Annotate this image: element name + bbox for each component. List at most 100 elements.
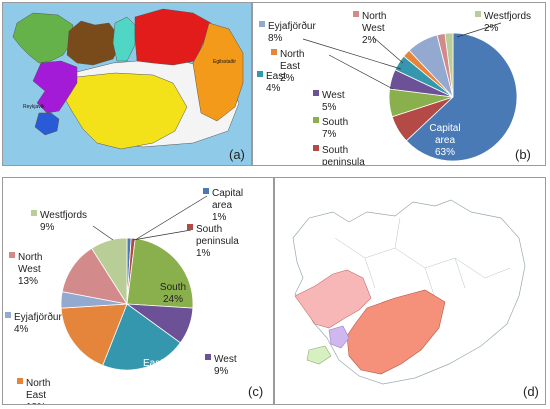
data-label-name: West [214, 354, 237, 365]
legend-swatch [31, 210, 37, 216]
data-label-name: area [212, 200, 232, 211]
data-label-value: 24% [163, 294, 183, 305]
data-label-name: South [322, 145, 348, 156]
legend-swatch [9, 252, 15, 258]
panel-a-region-map: Reykjavík Egilsstaðir (a) [2, 2, 252, 166]
data-label-name: South [196, 224, 222, 235]
data-label-value: 63% [435, 147, 455, 158]
legend-swatch [5, 312, 11, 318]
leader-line [328, 54, 394, 90]
panel-b-pie-chart: Capitalarea63%Southpeninsula7%South7%Wes… [252, 2, 546, 180]
region-map: Reykjavík Egilsstaðir [3, 3, 251, 165]
highlight-map [292, 199, 526, 385]
data-label-name: peninsula [322, 157, 365, 165]
data-label-value: 7% [322, 129, 337, 140]
data-label-value: 5% [322, 102, 337, 113]
leader-line [456, 22, 502, 38]
data-label-name: North [280, 49, 304, 60]
legend-swatch [205, 354, 211, 360]
data-label-value: 4% [266, 83, 281, 94]
data-label-name: North [362, 11, 386, 22]
data-label-name: peninsula [196, 236, 239, 247]
legend-swatch [187, 224, 193, 230]
pie-slice-westfjords [91, 237, 128, 306]
legend-swatch [353, 11, 359, 17]
data-label-value: 2% [484, 23, 499, 34]
panel-d-highlight-map: (d) [274, 177, 546, 405]
data-label-name: Capital [429, 123, 460, 134]
legend-swatch [17, 378, 23, 384]
fjord-lines [334, 217, 511, 299]
data-label-name: East [143, 358, 163, 369]
data-label-name: South [160, 282, 186, 293]
data-label-name: East [266, 71, 286, 82]
data-label-name: East [26, 390, 46, 401]
legend-swatch [313, 117, 319, 123]
legend-swatch [313, 90, 319, 96]
region-westfjords [12, 12, 74, 64]
panel-c-pie-chart: Capital area 1% South peninsula 1% South 24% Wes… [2, 177, 274, 409]
data-label-name: Eyjafjörður [14, 311, 62, 323]
legend-swatch [257, 71, 263, 77]
pie-slice-east [102, 303, 181, 371]
leader-line [92, 225, 114, 241]
data-label-value: 4% [14, 324, 29, 335]
legend-swatch [475, 11, 481, 17]
data-label-name: North [18, 252, 42, 263]
legend-swatch [259, 21, 265, 27]
data-label-name: Eyjafjörður [268, 20, 316, 32]
data-label-name: East [280, 61, 300, 72]
panel-label: (d) [523, 384, 539, 399]
panel-label: (b) [515, 147, 531, 162]
pie-slice-westfjords [444, 32, 454, 98]
pie-chart-b: Capitalarea63%Southpeninsula7%South7%Wes… [257, 11, 531, 180]
data-label-value: 18% [26, 402, 46, 404]
city-label: Reykjavík [23, 104, 45, 110]
data-label-value: 13% [18, 276, 38, 287]
highlight-west [294, 269, 372, 329]
leader-line [372, 36, 404, 64]
region-eyjafjordur [112, 16, 136, 62]
legend-swatch [203, 188, 209, 194]
panel-label: (c) [248, 384, 264, 399]
legend-swatch [313, 145, 319, 151]
data-label-value: 1% [196, 248, 211, 259]
pie-slice-capital-area [405, 32, 518, 162]
data-label-name: Westfjords [40, 210, 87, 221]
data-label-south-peninsula: Southpeninsula7% [313, 145, 365, 180]
region-west [32, 60, 78, 114]
pie-chart-c: Capitalarea1%Southpeninsula1%South24%Wes… [5, 188, 243, 409]
data-label-name: South [322, 117, 348, 128]
data-label-name: Westfjords [484, 11, 531, 22]
data-label-name: West [18, 264, 41, 275]
data-label-value: 1% [212, 212, 227, 223]
data-label-value: 8% [268, 33, 283, 44]
legend-swatch [271, 49, 277, 55]
leader-line [132, 229, 192, 241]
data-label-value: 21% [143, 370, 163, 381]
data-label-name: Capital [212, 188, 243, 199]
data-label-name: North [26, 378, 50, 389]
data-label-north-east: NorthEast18% [17, 378, 50, 409]
leader-line [302, 38, 402, 70]
data-label-value: 9% [40, 222, 55, 233]
city-label: Egilsstaðir [213, 58, 236, 65]
data-label-name: West [322, 90, 345, 101]
highlight-capital-area [328, 325, 350, 349]
region-south [64, 72, 188, 150]
data-label-name: West [362, 23, 385, 34]
